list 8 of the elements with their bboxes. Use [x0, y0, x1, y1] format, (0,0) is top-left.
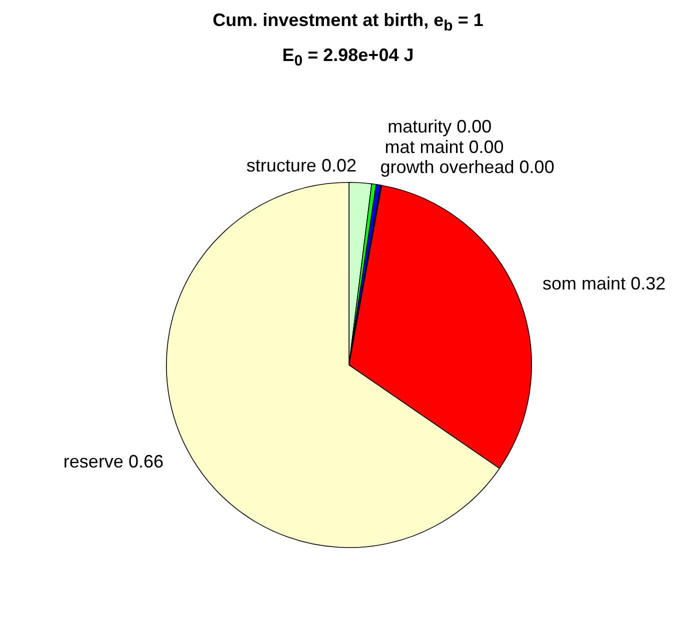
slice-label: maturity 0.00	[388, 116, 492, 136]
slice-label: som maint 0.32	[542, 274, 666, 294]
chart-subtitle: E$_{0}$ = 2.98e+04 J	[281, 45, 415, 70]
slice-label: mat maint 0.00	[384, 136, 504, 157]
chart-title: Cum. investment at birth, e$_{b}$ = 1	[212, 10, 484, 35]
slice-label: structure 0.02	[246, 156, 356, 176]
slice-label: growth overhead 0.00	[380, 157, 554, 178]
slice-label: reserve 0.66	[63, 452, 164, 472]
